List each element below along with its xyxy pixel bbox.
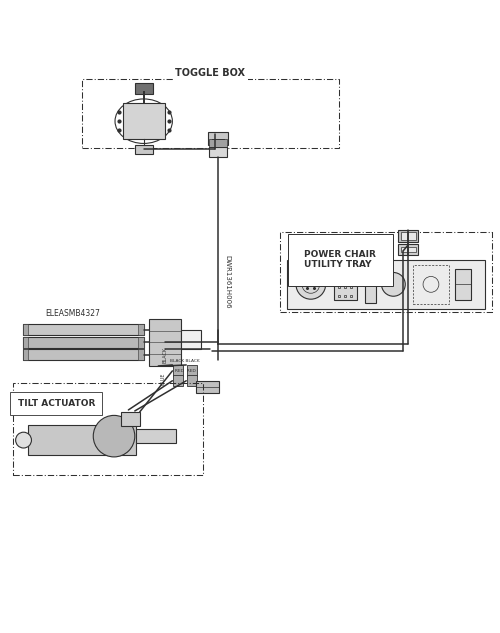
Bar <box>28 425 136 455</box>
Bar <box>135 145 152 154</box>
Bar <box>334 268 357 300</box>
Bar <box>196 381 220 393</box>
Bar <box>22 324 144 335</box>
Bar <box>287 260 485 309</box>
Bar <box>22 337 144 348</box>
Text: BLACK: BLACK <box>162 348 168 363</box>
Bar <box>181 330 201 349</box>
Bar <box>187 365 197 376</box>
Text: TILT ACTUATOR: TILT ACTUATOR <box>18 399 95 408</box>
Bar <box>22 349 144 360</box>
Bar <box>22 337 28 348</box>
Bar <box>22 349 28 360</box>
Text: ELEASMB4327: ELEASMB4327 <box>45 310 100 318</box>
Circle shape <box>16 432 32 448</box>
Bar <box>174 375 183 385</box>
Bar <box>148 319 181 366</box>
Circle shape <box>382 272 406 296</box>
Bar <box>122 413 140 426</box>
Bar <box>208 132 228 146</box>
Text: BLUE: BLUE <box>161 372 166 385</box>
Text: RED  RED: RED RED <box>175 370 196 373</box>
Text: BLACK BLACK: BLACK BLACK <box>170 360 200 363</box>
Bar <box>209 139 227 147</box>
Bar <box>187 375 197 385</box>
Bar <box>455 268 471 300</box>
Bar <box>136 429 176 443</box>
Bar <box>174 365 183 376</box>
Bar <box>138 324 143 335</box>
Circle shape <box>296 270 326 299</box>
Text: POWER CHAIR
UTILITY TRAY: POWER CHAIR UTILITY TRAY <box>304 250 376 269</box>
Bar <box>138 337 143 348</box>
Bar <box>401 248 415 252</box>
Bar <box>365 266 376 303</box>
Bar <box>209 147 227 157</box>
Bar <box>398 244 418 254</box>
Text: DWR1361H006: DWR1361H006 <box>224 255 230 309</box>
Text: TOGGLE BOX: TOGGLE BOX <box>176 68 246 78</box>
Bar <box>398 230 418 242</box>
Bar <box>413 265 449 304</box>
Bar <box>122 103 164 139</box>
Bar <box>135 83 152 94</box>
Circle shape <box>94 415 135 457</box>
Bar <box>138 349 143 360</box>
Bar <box>22 324 28 335</box>
Bar <box>401 232 415 241</box>
